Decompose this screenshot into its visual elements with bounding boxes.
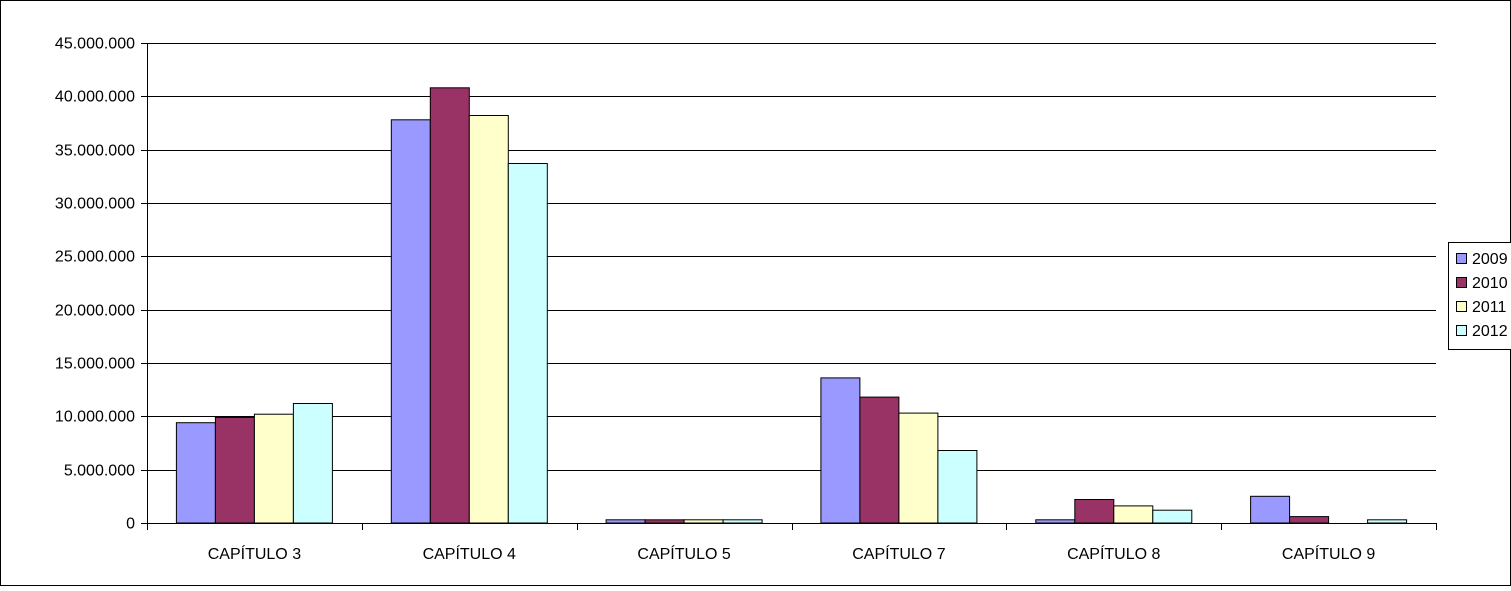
bar — [723, 520, 762, 523]
y-tick-label: 10.000.000 — [55, 409, 135, 426]
bar — [1153, 510, 1192, 523]
bar — [938, 451, 977, 524]
bar — [1075, 500, 1114, 524]
bar — [899, 413, 938, 523]
bar — [1251, 496, 1290, 523]
x-tick-label: CAPÍTULO 8 — [1067, 544, 1160, 563]
legend-label: 2011 — [1472, 299, 1507, 316]
bar — [508, 164, 547, 524]
bar — [1114, 506, 1153, 523]
legend-swatch — [1457, 302, 1467, 312]
bar — [645, 520, 684, 523]
legend-swatch — [1457, 278, 1467, 288]
y-tick-label: 35.000.000 — [55, 143, 135, 160]
legend-label: 2010 — [1472, 275, 1508, 292]
y-tick-label: 15.000.000 — [55, 356, 135, 373]
legend-swatch — [1457, 254, 1467, 264]
bar — [176, 423, 215, 523]
y-tick-label: 45.000.000 — [55, 36, 135, 53]
legend: 2009 2010 2011 2012 — [1449, 243, 1511, 350]
x-tick-label: CAPÍTULO 5 — [637, 544, 730, 563]
bar — [430, 88, 469, 523]
bar — [606, 520, 645, 523]
x-tick-label: CAPÍTULO 9 — [1282, 544, 1375, 563]
y-tick-label: 0 — [126, 516, 135, 533]
legend-label: 2009 — [1472, 251, 1508, 268]
legend-swatch — [1457, 326, 1467, 336]
bar — [391, 120, 430, 523]
x-tick-label: CAPÍTULO 3 — [208, 544, 301, 563]
bar — [1290, 517, 1329, 523]
y-tick-label: 40.000.000 — [55, 89, 135, 106]
y-tick-label: 5.000.000 — [64, 463, 135, 480]
bar — [469, 116, 508, 524]
x-tick-label: CAPÍTULO 7 — [852, 544, 945, 563]
bar — [684, 520, 723, 523]
bar — [215, 417, 254, 523]
bar — [1368, 520, 1407, 523]
bar — [293, 404, 332, 524]
y-tick-label: 20.000.000 — [55, 303, 135, 320]
bar — [860, 397, 899, 523]
legend-label: 2012 — [1472, 323, 1508, 340]
bar — [254, 414, 293, 523]
y-tick-label: 30.000.000 — [55, 196, 135, 213]
bar — [1036, 520, 1075, 523]
bar — [821, 378, 860, 523]
y-tick-label: 25.000.000 — [55, 249, 135, 266]
x-tick-label: CAPÍTULO 4 — [423, 544, 516, 563]
